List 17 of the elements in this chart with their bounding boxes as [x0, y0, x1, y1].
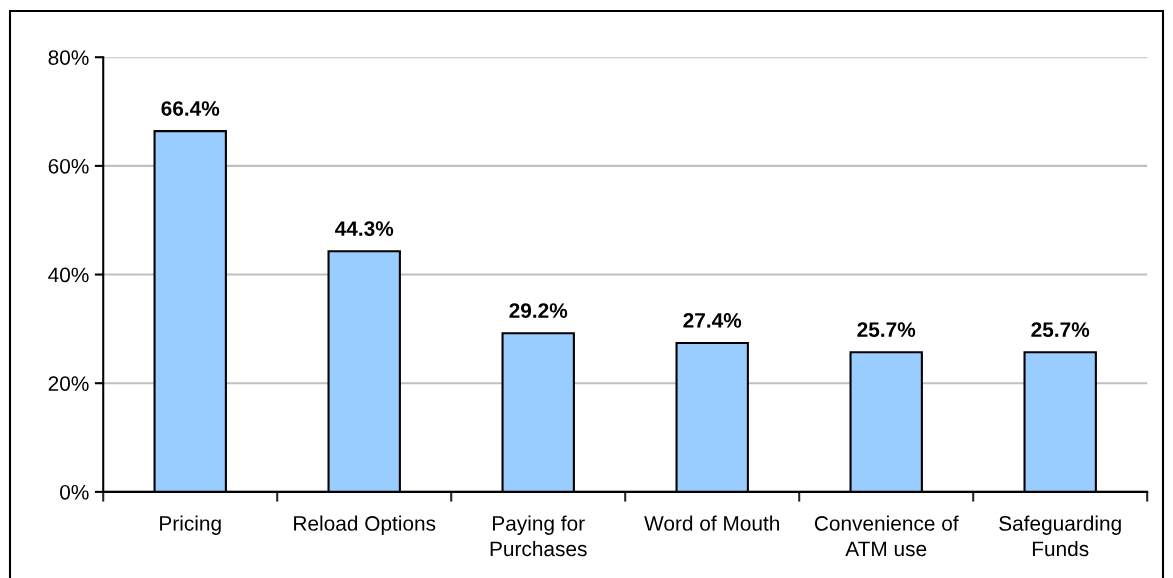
x-tick-label: Word of Mouth	[644, 515, 779, 531]
data-label: 66.4%	[161, 101, 220, 116]
y-tick-label: 20%	[48, 376, 89, 391]
data-label: 29.2%	[509, 303, 568, 318]
x-tick-label: Safeguarding Funds	[999, 515, 1121, 557]
x-tick-label: Paying for Purchases	[490, 515, 587, 557]
y-tick-label: 60%	[48, 158, 89, 174]
data-label: 25.7%	[1031, 322, 1090, 338]
x-tick-label: Convenience of ATM use	[814, 515, 959, 557]
data-label: 44.3%	[335, 221, 394, 236]
data-label: 27.4%	[683, 313, 742, 328]
x-tick-label: Reload Options	[294, 515, 436, 535]
y-tick-label: 0%	[60, 484, 89, 500]
x-tick-label: Pricing	[160, 515, 221, 535]
y-tick-label: 40%	[48, 267, 89, 283]
y-tick-label: 80%	[48, 50, 89, 65]
data-label: 25.7%	[857, 322, 916, 338]
